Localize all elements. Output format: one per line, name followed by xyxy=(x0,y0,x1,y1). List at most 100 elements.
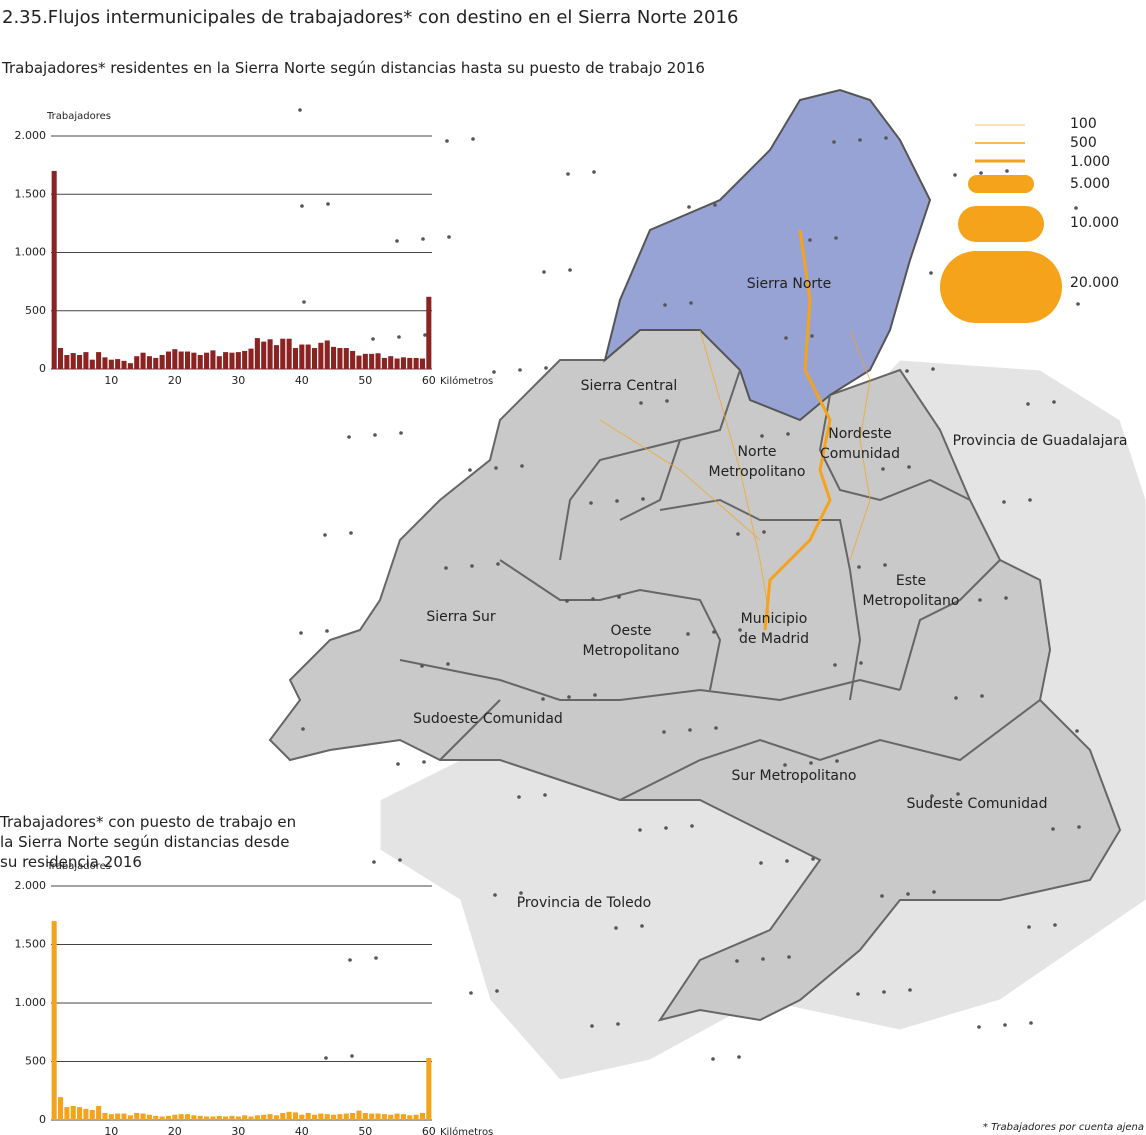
bar xyxy=(115,359,121,369)
x-tick-label: 30 xyxy=(231,1125,245,1135)
bar xyxy=(57,1097,64,1120)
bar xyxy=(146,1114,152,1120)
bar xyxy=(324,340,330,369)
bar xyxy=(216,1115,222,1120)
municipality-dot xyxy=(347,435,351,439)
municipality-dot xyxy=(759,861,763,865)
bar xyxy=(197,355,203,369)
municipality-dot xyxy=(397,335,401,339)
bar xyxy=(102,1112,108,1120)
bar xyxy=(223,1116,229,1120)
bar xyxy=(127,1115,133,1120)
bar xyxy=(356,355,362,369)
municipality-dot xyxy=(492,370,496,374)
municipality-dot xyxy=(565,599,569,603)
bar xyxy=(280,1112,286,1120)
municipality-dot xyxy=(614,926,618,930)
bar xyxy=(400,357,406,369)
bar xyxy=(159,1116,165,1120)
region-label: Municipio xyxy=(741,611,808,627)
legend-label: 5.000 xyxy=(1070,176,1110,192)
municipality-dot xyxy=(880,894,884,898)
municipality-dot xyxy=(591,597,595,601)
bar xyxy=(318,1113,324,1120)
bar xyxy=(388,1114,394,1120)
municipality-dot xyxy=(1074,206,1078,210)
x-tick-label: 40 xyxy=(295,374,309,387)
bar xyxy=(108,1114,114,1120)
bar xyxy=(394,358,400,369)
region-label: Oeste xyxy=(610,623,651,639)
municipality-dot xyxy=(519,891,523,895)
municipality-dot xyxy=(762,530,766,534)
bar xyxy=(292,1112,299,1120)
x-tick-label: 40 xyxy=(295,1125,309,1135)
bar xyxy=(299,1114,305,1120)
madrid-region xyxy=(268,323,1122,1022)
municipality-dot xyxy=(543,793,547,797)
region-label: Nordeste xyxy=(828,426,891,442)
bar xyxy=(248,1116,254,1120)
municipality-dot xyxy=(1004,596,1008,600)
region-label: Sierra Sur xyxy=(426,609,495,625)
bar xyxy=(286,1111,292,1120)
bar xyxy=(115,1113,121,1120)
municipality-dot xyxy=(496,562,500,566)
y-tick-label: 1.000 xyxy=(15,996,47,1009)
municipality-dot xyxy=(494,466,498,470)
municipality-dot xyxy=(639,401,643,405)
region-label: Metropolitano xyxy=(863,593,960,609)
municipality-dot xyxy=(1052,400,1056,404)
region-label: Este xyxy=(896,573,926,589)
municipality-dot xyxy=(324,1056,328,1060)
bar xyxy=(305,1112,311,1120)
municipality-dot xyxy=(615,499,619,503)
bar xyxy=(153,357,159,369)
legend-label: 1.000 xyxy=(1070,154,1110,170)
y-tick-label: 2.000 xyxy=(15,879,47,892)
municipality-dot xyxy=(931,367,935,371)
municipality-dot xyxy=(856,992,860,996)
municipality-dot xyxy=(1076,302,1080,306)
municipality-dot xyxy=(299,631,303,635)
bar xyxy=(407,1115,413,1120)
municipality-dot xyxy=(713,203,717,207)
y-tick-label: 2.000 xyxy=(15,129,47,142)
municipality-dot xyxy=(468,468,472,472)
legend-swatch xyxy=(968,175,1034,193)
bar xyxy=(178,351,184,369)
x-tick-label: 20 xyxy=(168,1125,182,1135)
bar xyxy=(273,345,279,369)
bar xyxy=(223,352,229,369)
bar xyxy=(413,357,419,369)
municipality-dot xyxy=(835,759,839,763)
municipality-dot xyxy=(592,170,596,174)
region-label: Sur Metropolitano xyxy=(732,768,857,784)
bar xyxy=(96,352,102,369)
y-tick-label: 1.000 xyxy=(15,246,47,259)
bar xyxy=(184,351,191,369)
municipality-dot xyxy=(445,139,449,143)
municipality-dot xyxy=(542,270,546,274)
municipality-dot xyxy=(593,693,597,697)
bar xyxy=(127,363,133,369)
bar xyxy=(375,1113,381,1120)
bar xyxy=(140,1113,146,1120)
bar xyxy=(216,356,222,369)
municipality-dot xyxy=(665,399,669,403)
y-tick-label: 0 xyxy=(39,1113,46,1126)
municipality-dot xyxy=(689,301,693,305)
chart-title: Trabajadores* con puesto de trabajo en l… xyxy=(0,813,297,871)
municipality-dot xyxy=(932,890,936,894)
bar xyxy=(146,356,152,369)
x-axis-label: Kilómetros xyxy=(440,375,493,387)
region-label: Sudoeste Comunidad xyxy=(413,711,563,727)
bar xyxy=(102,357,108,369)
municipality-dot xyxy=(859,661,863,665)
bar xyxy=(140,352,146,369)
bar xyxy=(267,339,273,369)
bar xyxy=(83,352,89,369)
bar xyxy=(261,1114,267,1120)
municipality-dot xyxy=(929,271,933,275)
